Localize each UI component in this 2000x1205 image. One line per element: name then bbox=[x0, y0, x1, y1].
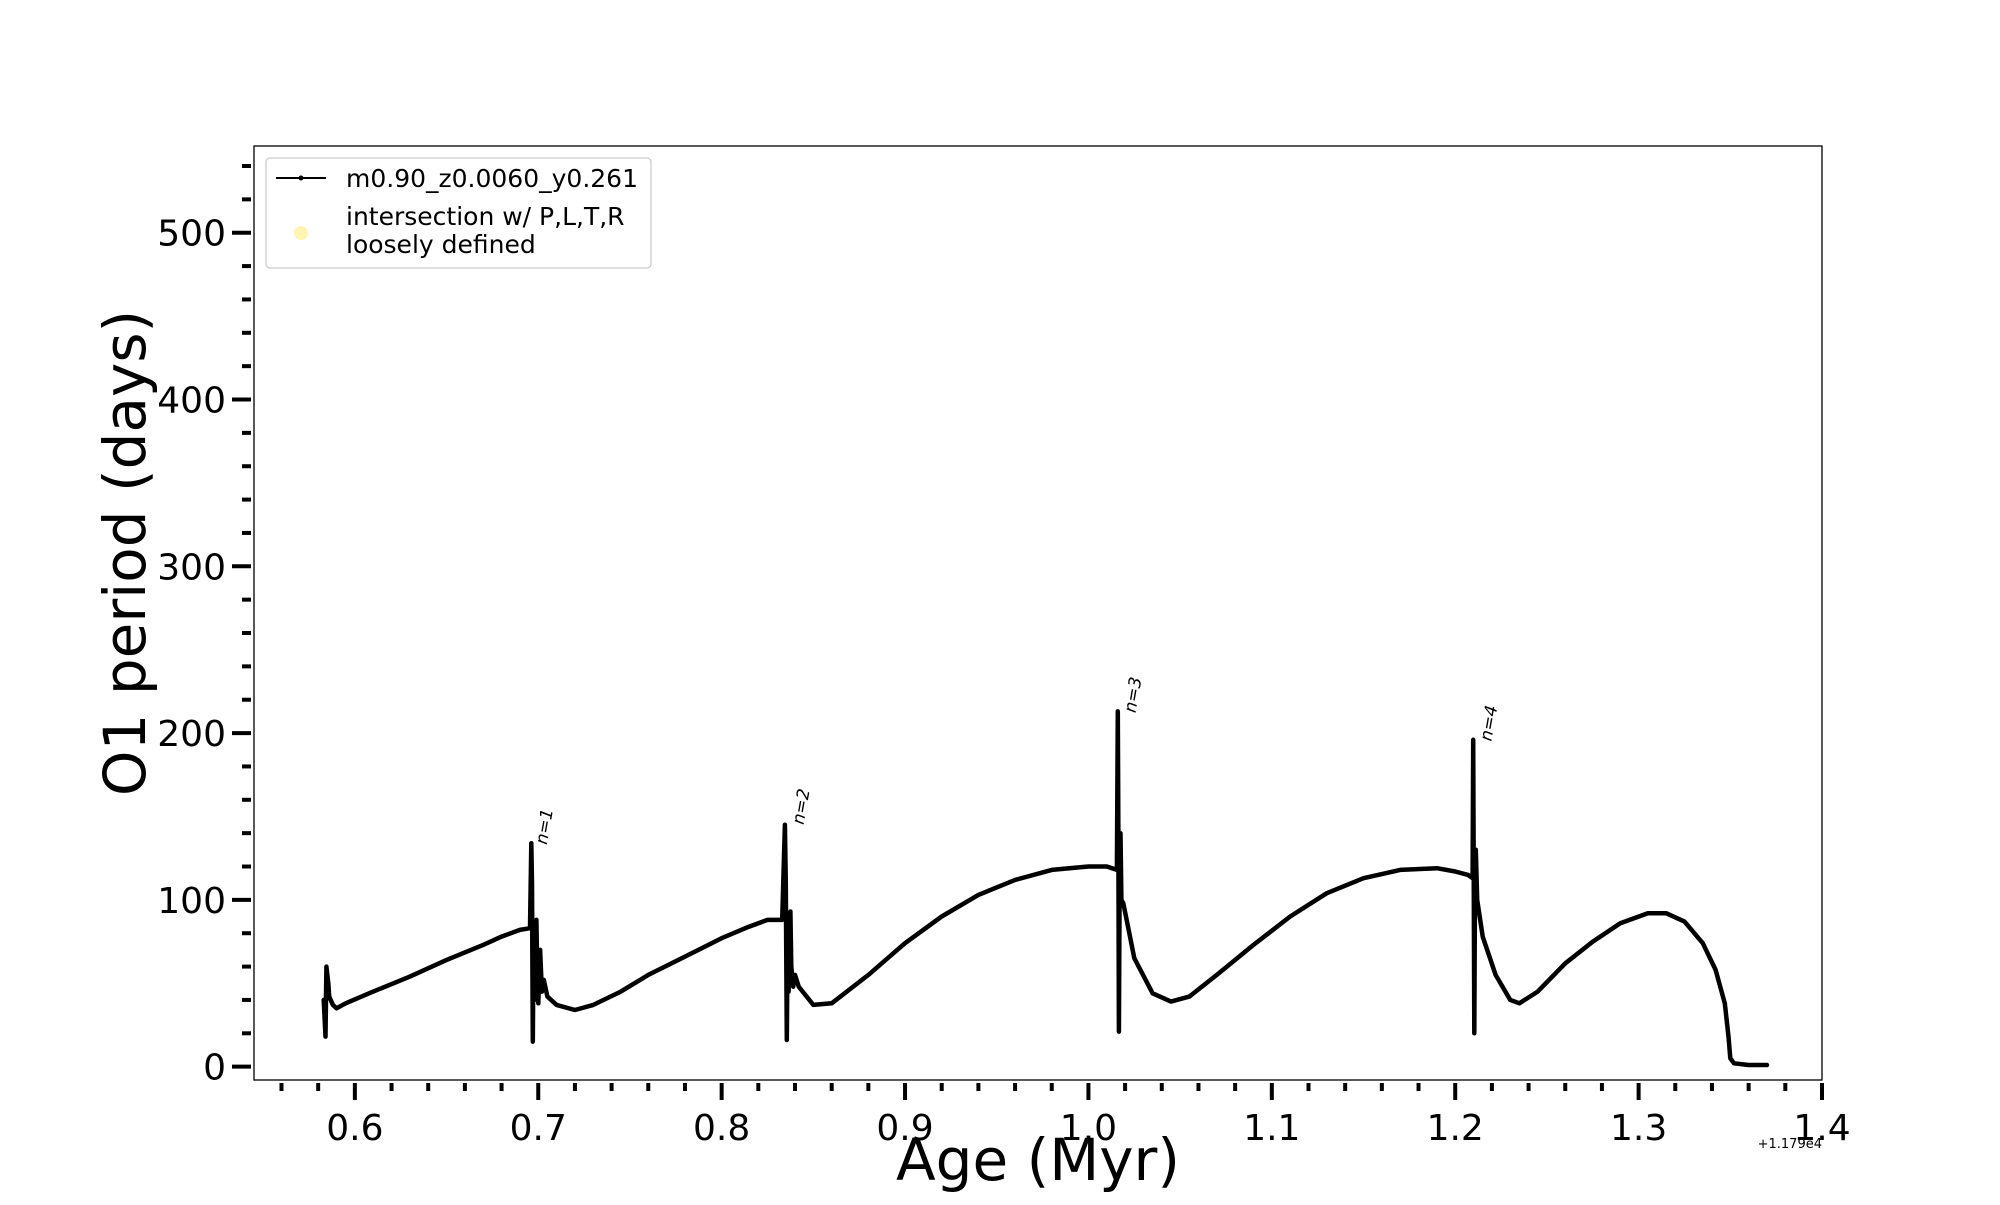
x-tick-label: 0.6 bbox=[326, 1108, 383, 1149]
legend-label-intersection: intersection w/ P,L,T,R loosely defined bbox=[346, 202, 625, 259]
legend-label-line: intersection w/ P,L,T,R bbox=[346, 202, 625, 231]
y-tick-label: 0 bbox=[203, 1048, 226, 1089]
y-axis-title: O1 period (days) bbox=[91, 310, 159, 796]
peak-annotation-label: n=4 bbox=[1476, 704, 1502, 743]
legend-box bbox=[265, 157, 652, 269]
y-tick-label: 300 bbox=[157, 547, 226, 588]
y-tick-label: 100 bbox=[157, 881, 226, 922]
legend-label-series: m0.90_z0.0060_y0.261 bbox=[346, 164, 638, 193]
x-tick-label: 1.1 bbox=[1243, 1108, 1300, 1149]
x-tick-label: 1.0 bbox=[1060, 1108, 1117, 1149]
axis-ticks: 0.6 0.7 0.8 0.9 1.0 1.1 1.2 1.3 1.4 0 100 200 300 400… bbox=[157, 164, 1851, 1149]
x-tick-label: 1.2 bbox=[1427, 1108, 1484, 1149]
x-tick-label: 1.4 bbox=[1793, 1108, 1850, 1149]
y-tick-label: 200 bbox=[157, 714, 226, 755]
x-axis-offset-label: +1.179e4 bbox=[1758, 1137, 1822, 1152]
x-tick-label: 0.8 bbox=[693, 1108, 750, 1149]
y-tick-label: 400 bbox=[157, 381, 226, 422]
y-tick-label: 500 bbox=[157, 214, 226, 255]
legend-series-dot-marker bbox=[298, 175, 304, 181]
plot-area bbox=[321, 709, 1770, 1068]
peak-annotation-label: n=1 bbox=[532, 807, 558, 846]
legend-intersection-marker bbox=[294, 226, 308, 240]
plot-frame bbox=[253, 145, 1823, 1081]
legend-label-line: loosely defined bbox=[346, 230, 536, 259]
legend: m0.90_z0.0060_y0.261 intersection w/ P,L… bbox=[265, 157, 652, 269]
peak-annotation-label: n=2 bbox=[789, 787, 815, 826]
series-line bbox=[321, 709, 1770, 1068]
x-axis-title: Age (Myr) bbox=[896, 1126, 1180, 1194]
peak-annotation-label: n=3 bbox=[1121, 675, 1147, 714]
x-tick-label: 1.3 bbox=[1610, 1108, 1667, 1149]
peak-annotations: n=1 n=2 n=3 n=4 bbox=[532, 675, 1502, 846]
x-tick-label: 0.9 bbox=[876, 1108, 933, 1149]
x-tick-label: 0.7 bbox=[510, 1108, 567, 1149]
